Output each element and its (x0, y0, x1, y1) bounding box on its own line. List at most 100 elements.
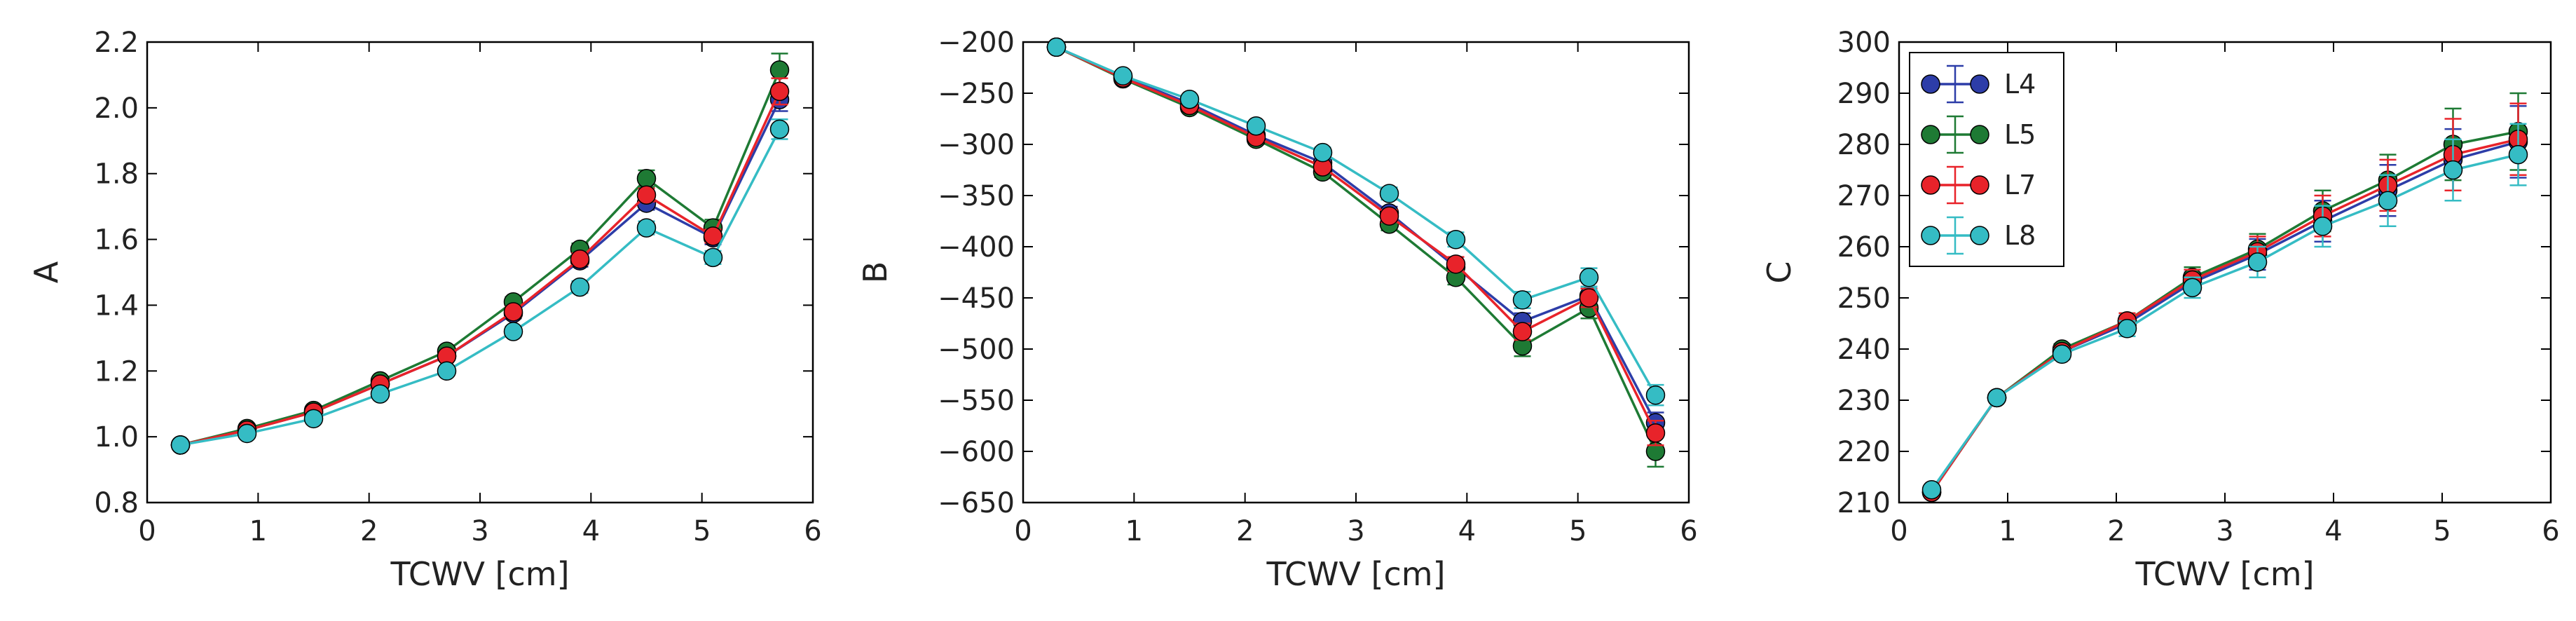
y-tick-label: −300 (938, 129, 1015, 161)
series-l8 (170, 118, 790, 455)
legend-marker (1970, 175, 1989, 195)
legend-entry-l8: L8 (1921, 216, 2036, 255)
y-tick-label: 1.0 (94, 421, 139, 453)
y-tick-label: 2.0 (94, 93, 139, 125)
series-line (1931, 153, 2519, 491)
x-tick-label: 1 (249, 515, 267, 547)
legend-marker (1921, 125, 1940, 144)
y-tick-label: −600 (938, 436, 1015, 468)
data-point (1579, 268, 1599, 287)
y-tick-label: −350 (938, 180, 1015, 212)
data-point (1645, 423, 1666, 443)
data-point (570, 249, 590, 269)
x-axis-label: TCWV [cm] (2135, 555, 2314, 593)
data-point (769, 119, 790, 139)
series-line (1055, 46, 1657, 452)
y-tick-label: −250 (938, 78, 1015, 110)
data-point (1313, 142, 1333, 163)
x-tick-label: 2 (360, 515, 378, 547)
legend: L4 L5 L7 L8 (1909, 52, 2064, 267)
data-point (1246, 116, 1266, 136)
legend-marker (1921, 74, 1940, 94)
x-tick-label: 4 (2324, 515, 2342, 547)
data-point (1446, 230, 1466, 250)
legend-entry-l4: L4 (1921, 64, 2036, 104)
series-line (180, 90, 781, 446)
y-tick-label: 250 (1837, 282, 1891, 315)
data-point (2247, 252, 2268, 272)
series-line (180, 69, 781, 446)
x-tick-label: 6 (804, 515, 821, 547)
x-tick-label: 3 (1347, 515, 1364, 547)
data-point (570, 277, 590, 297)
y-tick-label: 240 (1837, 334, 1891, 366)
x-tick-label: 5 (693, 515, 711, 547)
x-tick-label: 4 (582, 515, 600, 547)
x-tick-label: 0 (1890, 515, 1907, 547)
x-tick-label: 3 (2216, 515, 2233, 547)
y-tick-label: 280 (1837, 129, 1891, 161)
y-tick-label: −650 (938, 487, 1015, 519)
y-axis-label: C (1760, 261, 1798, 283)
data-point (370, 384, 390, 404)
data-point (1512, 290, 1533, 310)
x-tick-label: 2 (2107, 515, 2125, 547)
data-point (1046, 37, 1067, 57)
x-tick-label: 0 (138, 515, 156, 547)
data-point (1645, 385, 1666, 405)
data-point (237, 423, 257, 444)
x-tick-label: 1 (1999, 515, 2016, 547)
data-point (1113, 66, 1133, 86)
x-tick-label: 5 (1569, 515, 1587, 547)
legend-entry-l5: L5 (1921, 115, 2036, 154)
y-tick-label: 0.8 (94, 487, 139, 519)
x-tick-label: 6 (2542, 515, 2559, 547)
series-l8 (1921, 123, 2528, 500)
y-axis-label: A (27, 261, 65, 283)
legend-entry-l7: L7 (1921, 165, 2036, 205)
data-point (1379, 206, 1399, 226)
series-line (1055, 46, 1657, 434)
legend-marker (1921, 226, 1940, 245)
data-point (1179, 90, 1200, 109)
legend-label: L7 (2004, 170, 2036, 200)
data-point (2182, 278, 2202, 298)
panel-a: 0 1 2 3 4 5 6 0.8 1.0 1.2 1.4 1.6 1.8 2.0 2.2 TCWV [cm]… (27, 27, 822, 593)
legend-marker (1970, 226, 1989, 245)
data-point (1987, 388, 2007, 408)
data-point (703, 226, 723, 246)
y-tick-label: 230 (1837, 385, 1891, 417)
data-point (1921, 480, 1942, 500)
data-point (503, 302, 523, 322)
data-point (769, 81, 790, 102)
data-point (503, 322, 523, 341)
legend-label: L5 (2004, 119, 2036, 150)
data-point (769, 60, 790, 80)
data-point (170, 435, 191, 455)
plot-frame (1022, 41, 1690, 504)
y-tick-label: 1.2 (94, 355, 139, 388)
data-point (636, 218, 657, 238)
data-point (1379, 184, 1399, 203)
data-point (636, 185, 657, 205)
data-point (2313, 217, 2333, 236)
series-line (1055, 46, 1657, 423)
series-l8 (1046, 37, 1666, 407)
legend-marker (1970, 125, 1989, 144)
y-tick-label: −550 (938, 385, 1015, 417)
y-tick-label: 260 (1837, 231, 1891, 264)
x-tick-label: 6 (1680, 515, 1697, 547)
y-tick-label: 1.6 (94, 224, 139, 257)
legend-marker (1970, 74, 1989, 94)
data-point (2052, 344, 2072, 364)
data-point (437, 361, 457, 381)
y-tick-label: 1.8 (94, 158, 139, 191)
data-point (2378, 191, 2398, 211)
y-tick-label: 220 (1837, 436, 1891, 468)
data-point (2117, 319, 2137, 339)
series-line (180, 128, 781, 446)
y-tick-label: 290 (1837, 78, 1891, 110)
x-tick-label: 4 (1458, 515, 1476, 547)
y-axis-label: B (856, 261, 894, 284)
